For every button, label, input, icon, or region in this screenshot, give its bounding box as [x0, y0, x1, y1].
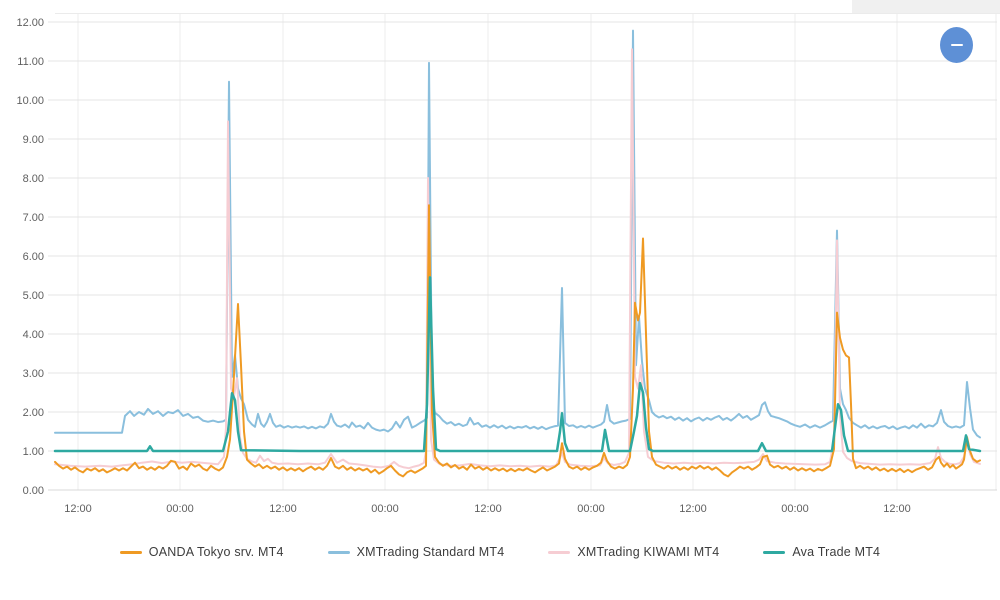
y-axis-tick-label: 0.00	[23, 485, 44, 497]
y-axis-tick-label: 1.00	[23, 446, 44, 458]
y-axis-tick-label: 12.00	[16, 17, 44, 29]
x-axis-tick-label: 12:00	[64, 503, 92, 515]
series-line-0	[54, 204, 981, 478]
y-axis-tick-label: 5.00	[23, 290, 44, 302]
top-divider	[55, 13, 1000, 14]
legend-label: Ava Trade MT4	[792, 545, 881, 559]
x-axis-tick-label: 12:00	[269, 503, 297, 515]
top-strip	[852, 0, 1000, 13]
legend-label: XMTrading Standard MT4	[356, 545, 505, 559]
legend-marker	[119, 550, 142, 554]
x-axis-tick-label: 00:00	[577, 503, 605, 515]
legend-item-ava-trade-mt4[interactable]: Ava Trade MT4	[763, 545, 880, 559]
series-line-3	[53, 276, 982, 453]
x-axis-tick-label: 12:00	[883, 503, 911, 515]
legend-label: XMTrading KIWAMI MT4	[577, 545, 720, 559]
y-axis-tick-label: 2.00	[23, 407, 44, 419]
minus-icon	[950, 43, 963, 47]
x-axis-tick-label: 00:00	[166, 503, 194, 515]
chart-legend: OANDA Tokyo srv. MT4 XMTrading Standard …	[0, 545, 1000, 559]
series-line-1	[54, 29, 981, 439]
legend-label: OANDA Tokyo srv. MT4	[148, 545, 284, 559]
y-axis-tick-label: 9.00	[23, 134, 44, 146]
y-axis-tick-label: 10.00	[16, 95, 44, 107]
x-axis-tick-label: 12:00	[679, 503, 707, 515]
x-axis-tick-label: 12:00	[474, 503, 502, 515]
y-axis-tick-label: 6.00	[23, 251, 44, 263]
y-axis-tick-label: 7.00	[23, 212, 44, 224]
x-axis-tick-label: 00:00	[371, 503, 399, 515]
legend-item-oanda-tokyo-mt4[interactable]: OANDA Tokyo srv. MT4	[119, 545, 284, 559]
series-line-2	[54, 48, 981, 470]
legend-marker	[327, 550, 350, 554]
x-axis-tick-label: 00:00	[781, 503, 809, 515]
legend-item-xmtrading-kiwami-mt4[interactable]: XMTrading KIWAMI MT4	[548, 545, 719, 559]
legend-item-xmtrading-standard-mt4[interactable]: XMTrading Standard MT4	[327, 545, 505, 559]
legend-marker	[548, 550, 571, 554]
y-axis-tick-label: 11.00	[17, 56, 44, 68]
y-axis-tick-label: 4.00	[23, 329, 44, 341]
collapse-button[interactable]	[940, 27, 973, 63]
y-axis-tick-label: 8.00	[23, 173, 44, 185]
legend-marker	[763, 550, 786, 554]
y-axis-tick-label: 3.00	[23, 368, 44, 380]
